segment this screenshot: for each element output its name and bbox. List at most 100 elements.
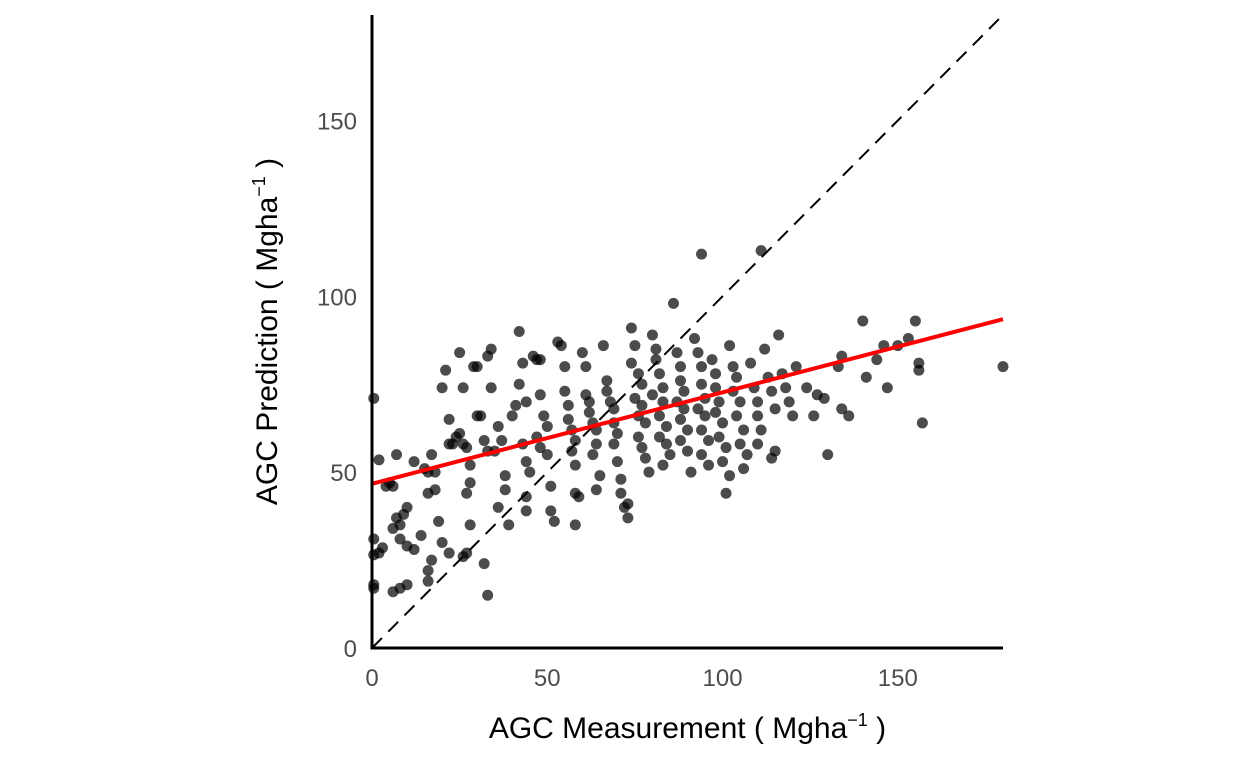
data-point [703, 459, 715, 471]
data-point [738, 424, 750, 436]
data-point [646, 329, 658, 341]
data-point [454, 427, 466, 439]
data-point [696, 449, 708, 461]
data-point [615, 487, 627, 499]
data-point [496, 435, 508, 447]
data-point [818, 392, 830, 404]
data-point [664, 449, 676, 461]
data-point [755, 424, 767, 436]
data-point [440, 364, 452, 376]
data-point [836, 403, 848, 415]
x-axis-title-superscript: −1 [847, 710, 868, 730]
data-point [696, 424, 708, 436]
data-point [545, 480, 557, 492]
data-point [478, 435, 490, 447]
data-point [608, 403, 620, 415]
data-point [871, 354, 883, 366]
data-point [741, 449, 753, 461]
data-point [674, 435, 686, 447]
data-point [769, 403, 781, 415]
y-tick-labels: 0 50 100 150 [317, 109, 357, 664]
data-point [801, 382, 813, 394]
data-point [632, 368, 644, 380]
data-point [422, 575, 434, 587]
data-point [548, 515, 560, 527]
data-point [717, 456, 729, 468]
data-point [629, 340, 641, 352]
data-point [682, 424, 693, 436]
data-point [808, 410, 820, 422]
data-point [513, 378, 525, 390]
data-point [660, 420, 672, 432]
y-axis-title-prefix: AGC Prediction ( Mgha [251, 196, 284, 505]
data-point [387, 480, 399, 492]
data-point [583, 406, 595, 418]
data-point [650, 354, 662, 366]
data-point [524, 466, 536, 478]
data-point [436, 537, 448, 548]
x-tick-label: 150 [878, 665, 918, 692]
data-point [520, 456, 532, 468]
data-point [590, 438, 602, 450]
data-point [534, 442, 546, 454]
data-point [720, 487, 732, 499]
data-point [538, 410, 550, 422]
data-point [492, 501, 504, 513]
data-point [597, 340, 609, 352]
data-point [426, 449, 438, 461]
data-point [608, 438, 620, 450]
data-point [499, 484, 511, 496]
data-point [541, 420, 553, 432]
data-point [622, 498, 634, 510]
data-point [639, 452, 651, 464]
y-axis-title-suffix: ) [251, 158, 284, 176]
data-point [408, 456, 420, 468]
data-point [696, 248, 708, 260]
data-point [643, 466, 655, 478]
data-point [692, 347, 704, 359]
x-tick-label: 100 [703, 665, 743, 692]
data-point [510, 399, 522, 411]
data-point [513, 326, 525, 337]
data-point [562, 413, 574, 425]
data-point [629, 392, 641, 404]
y-tick-label: 50 [330, 460, 357, 487]
data-point [720, 442, 732, 454]
data-point [482, 350, 494, 362]
data-point [636, 399, 648, 411]
data-point [499, 470, 511, 482]
data-point [755, 245, 767, 257]
data-point [587, 449, 599, 461]
data-point [639, 417, 651, 429]
data-point [689, 333, 701, 345]
data-point [717, 417, 729, 429]
data-point [569, 519, 581, 531]
data-point [674, 375, 686, 387]
data-point [611, 456, 623, 468]
data-point [657, 459, 669, 471]
data-point [790, 361, 802, 373]
data-point [368, 533, 380, 545]
data-point [724, 470, 736, 482]
data-point [660, 438, 672, 450]
data-point [615, 473, 627, 485]
x-axis-title-suffix: ) [868, 712, 886, 745]
data-point [373, 454, 385, 466]
data-point [485, 382, 497, 394]
y-tick-label: 100 [317, 284, 357, 311]
data-point [594, 470, 606, 482]
x-tick-label: 0 [365, 665, 378, 692]
data-point [464, 459, 476, 471]
data-point [692, 403, 704, 415]
data-point [678, 385, 690, 397]
data-point [555, 340, 567, 352]
data-point [667, 297, 679, 309]
data-point [391, 449, 403, 461]
data-point [534, 354, 546, 366]
data-point [569, 435, 581, 447]
data-point [401, 579, 413, 591]
data-point [650, 343, 662, 355]
data-point [426, 554, 438, 566]
data-point [646, 389, 658, 401]
data-point [653, 368, 665, 380]
